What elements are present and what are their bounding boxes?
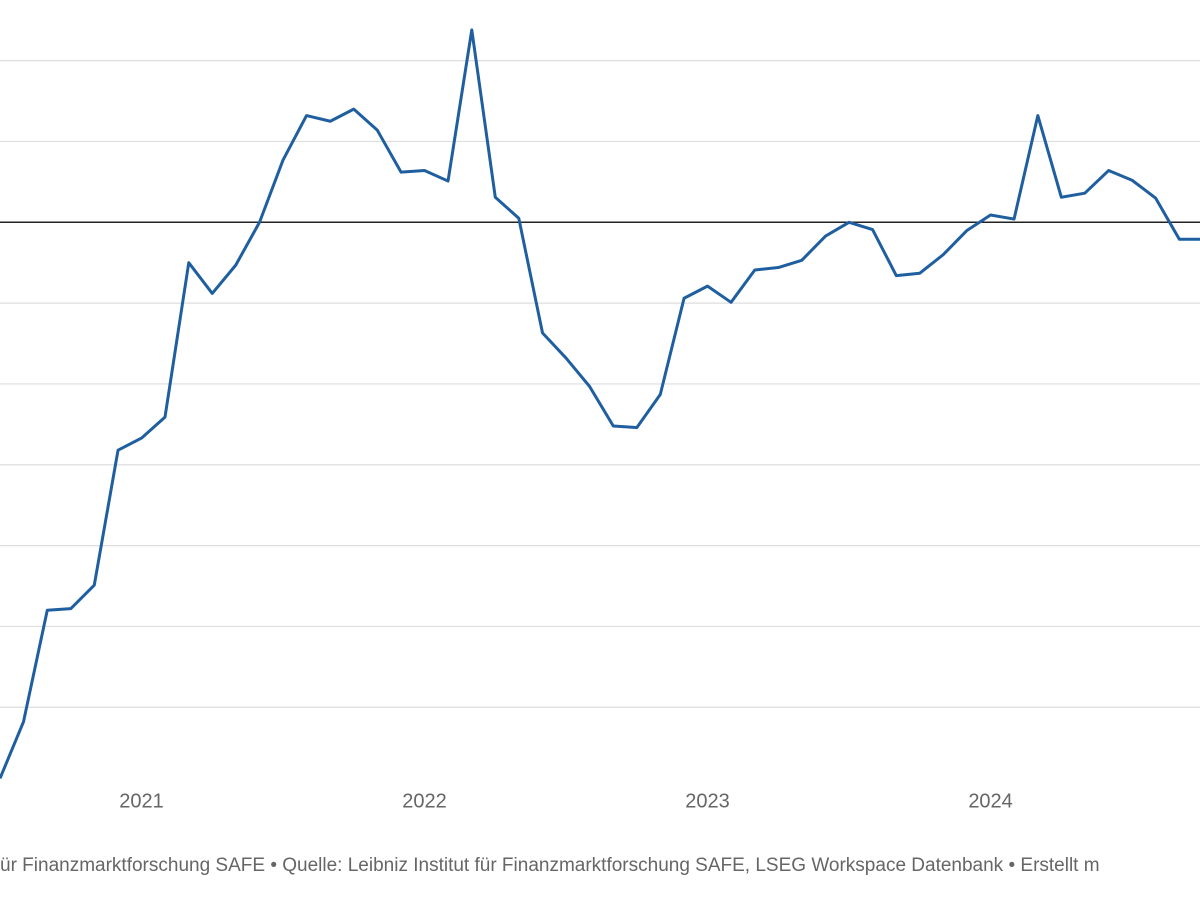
x-tick-label: 2023 [685, 790, 730, 812]
data-line [0, 28, 1200, 779]
source-note: ür Finanzmarktforschung SAFE • Quelle: L… [0, 855, 1100, 876]
x-tick-label: 2021 [119, 790, 164, 812]
x-tick-label: 2024 [968, 790, 1013, 812]
x-tick-label: 2022 [402, 790, 447, 812]
